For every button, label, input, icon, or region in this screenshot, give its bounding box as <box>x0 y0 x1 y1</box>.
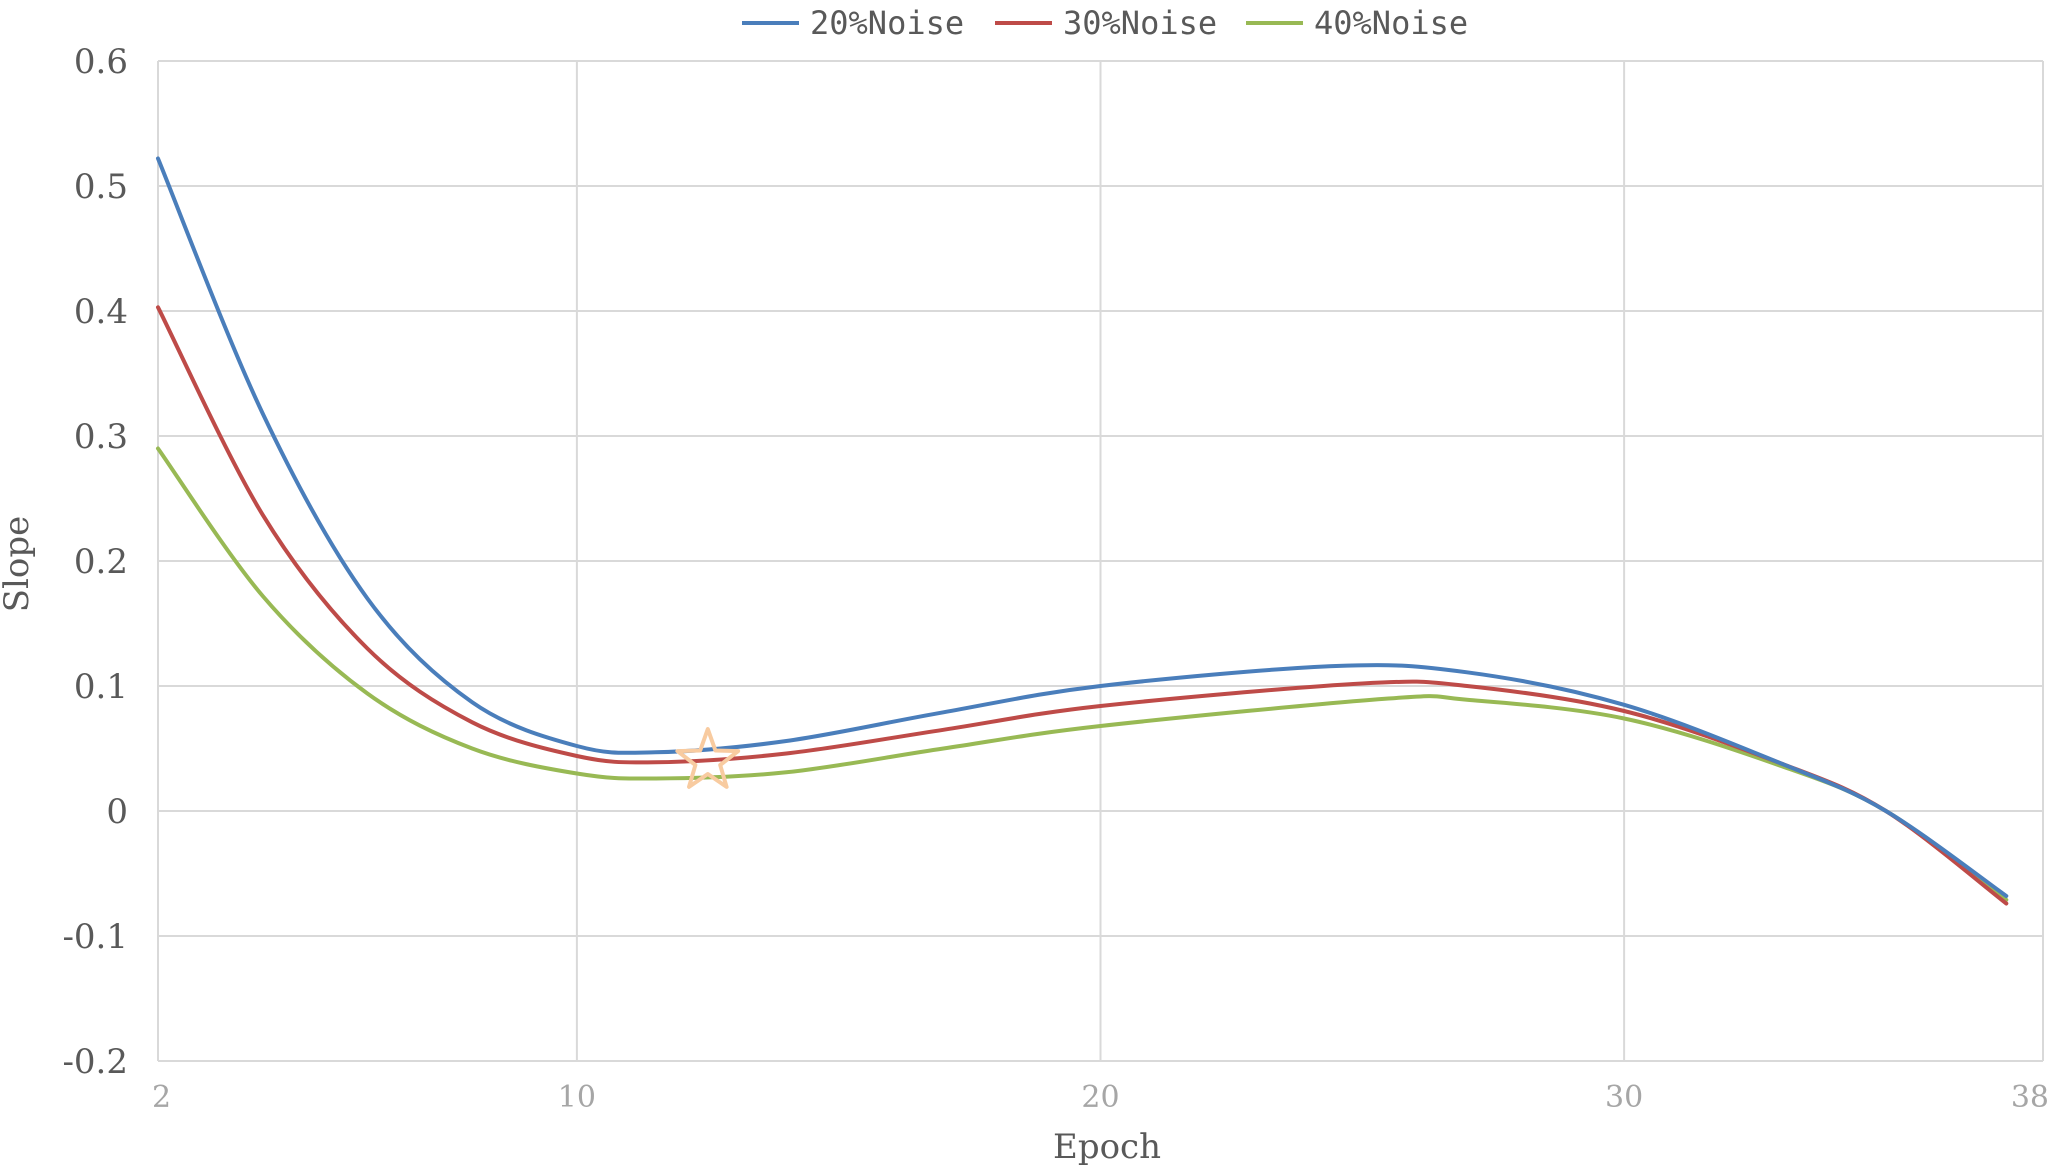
series-line-20-pct-noise <box>156 156 2009 898</box>
x-tick-label: 10 <box>558 1080 596 1115</box>
x-tick-label: 38 <box>2011 1080 2049 1115</box>
y-tick-label: 0.2 <box>74 542 128 582</box>
x-tick-label: 2 <box>152 1080 171 1115</box>
x-axis-title: Epoch <box>1053 1127 1161 1167</box>
y-tick-label: 0.3 <box>74 417 128 457</box>
star-annotation <box>675 727 741 789</box>
legend: 20%Noise 30%Noise 40%Noise <box>742 4 1468 42</box>
y-axis-title: Slope <box>0 516 37 613</box>
x-tick-label: 30 <box>1605 1080 1643 1115</box>
legend-label: 20%Noise <box>810 4 964 42</box>
y-tick-label: 0.5 <box>74 167 128 207</box>
x-axis-ticks: 2 10 20 30 38 <box>152 1080 2049 1115</box>
legend-label: 40%Noise <box>1314 4 1468 42</box>
y-tick-label: 0 <box>106 792 128 832</box>
y-tick-label: 0.6 <box>74 42 128 82</box>
annotations <box>675 727 741 789</box>
series-line-30-pct-noise <box>156 305 2009 906</box>
y-tick-label: 0.4 <box>74 292 128 332</box>
y-axis-ticks: -0.2 -0.1 0 0.1 0.2 0.3 0.4 0.5 0.6 <box>62 42 128 1082</box>
series-line-40-pct-noise <box>156 446 2009 902</box>
series-lines <box>156 156 2009 906</box>
x-tick-label: 20 <box>1081 1080 1119 1115</box>
grid <box>157 60 2044 1062</box>
y-tick-label: -0.1 <box>62 917 128 957</box>
legend-label: 30%Noise <box>1063 4 1217 42</box>
y-tick-label: 0.1 <box>74 667 128 707</box>
y-tick-label: -0.2 <box>62 1042 128 1082</box>
